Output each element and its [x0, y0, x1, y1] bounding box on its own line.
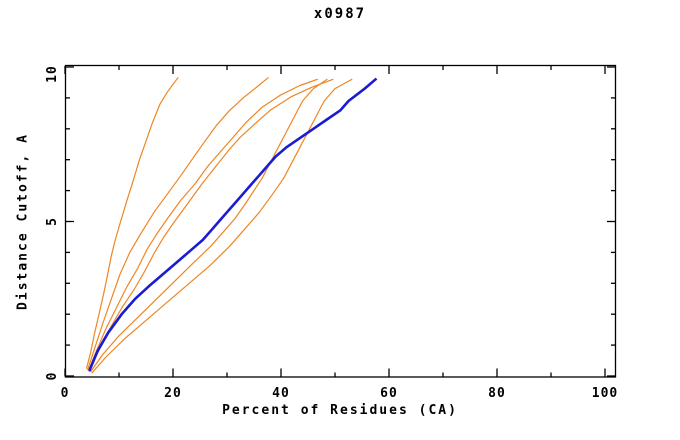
y-tick-label: 0	[45, 372, 60, 381]
curve-orange-4	[88, 78, 334, 373]
x-axis-label: Percent of Residues (CA)	[222, 403, 458, 418]
y-axis-label: Distance Cutoff, A	[15, 133, 31, 310]
plot-frame	[64, 64, 617, 378]
curve-orange-1	[85, 76, 179, 370]
curve-orange-2	[86, 76, 269, 371]
x-tick-label: 40	[272, 386, 290, 401]
y-tick-label: 10	[45, 65, 60, 83]
curve-orange-5	[90, 78, 328, 373]
x-tick-label: 60	[380, 386, 398, 401]
y-tick-label: 5	[45, 217, 60, 226]
x-tick-label: 20	[164, 386, 182, 401]
x-tick-label: 100	[592, 386, 618, 401]
x-tick-label: 0	[61, 386, 70, 401]
curve-orange-6	[91, 78, 353, 374]
curve-orange-3	[88, 78, 318, 371]
curve-blue-main	[88, 77, 378, 372]
x-tick-label: 80	[488, 386, 506, 401]
chart-title: x0987	[313, 6, 367, 22]
